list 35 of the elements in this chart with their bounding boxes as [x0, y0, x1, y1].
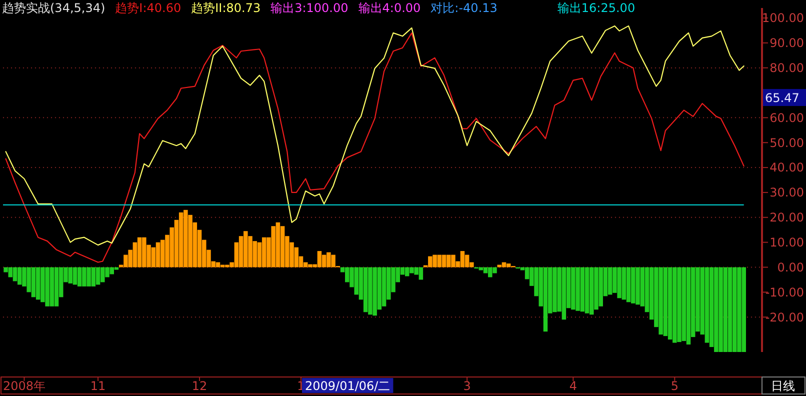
annotation: 输出3:100.00: [270, 1, 348, 15]
y-tick-label: 60.00: [770, 110, 804, 125]
chart-title: 趋势实战(34,5,34): [2, 1, 106, 15]
x-tick-label: 11: [90, 379, 106, 393]
y-tick-label: 30.00: [770, 186, 804, 200]
x-tick-label: 5: [670, 379, 678, 393]
annotation: 输出4:0.00: [358, 1, 421, 15]
x-tick-label: 3: [463, 379, 471, 393]
y-tick-label: 80.00: [770, 61, 804, 76]
text: 趋势II:80.73: [191, 1, 261, 15]
text: 65.47: [765, 91, 800, 105]
x-tick-label: 2008年: [2, 379, 46, 393]
bar: [543, 267, 548, 332]
text: 趋势I:40.60: [115, 1, 182, 15]
y-tick-label: -10.00: [765, 285, 804, 300]
bar: [442, 254, 446, 268]
bar: [54, 267, 59, 306]
ref-line-label: 输出16:25.00: [557, 1, 636, 15]
bar: [584, 267, 590, 314]
y-tick-label: 50.00: [770, 136, 804, 150]
text: 2009/01/06/二: [305, 379, 390, 393]
y-tick-label: 90.00: [770, 36, 804, 50]
y-tick-label: 40.00: [770, 160, 804, 175]
x-tick-label: 12: [192, 379, 208, 393]
y-tick-label: 20.00: [770, 210, 804, 225]
text: 日线: [771, 379, 795, 393]
bar: [686, 267, 691, 345]
y-tick-label: -20.00: [765, 310, 804, 324]
y-tick-label: 0.00: [777, 260, 804, 274]
y-tick-label: 100.00: [762, 11, 804, 26]
bar: [12, 267, 18, 282]
y-tick-label: 10.00: [770, 236, 804, 250]
bar: [156, 242, 160, 268]
annotation: 对比:-40.13: [430, 1, 498, 15]
x-tick-label: 4: [569, 379, 577, 393]
